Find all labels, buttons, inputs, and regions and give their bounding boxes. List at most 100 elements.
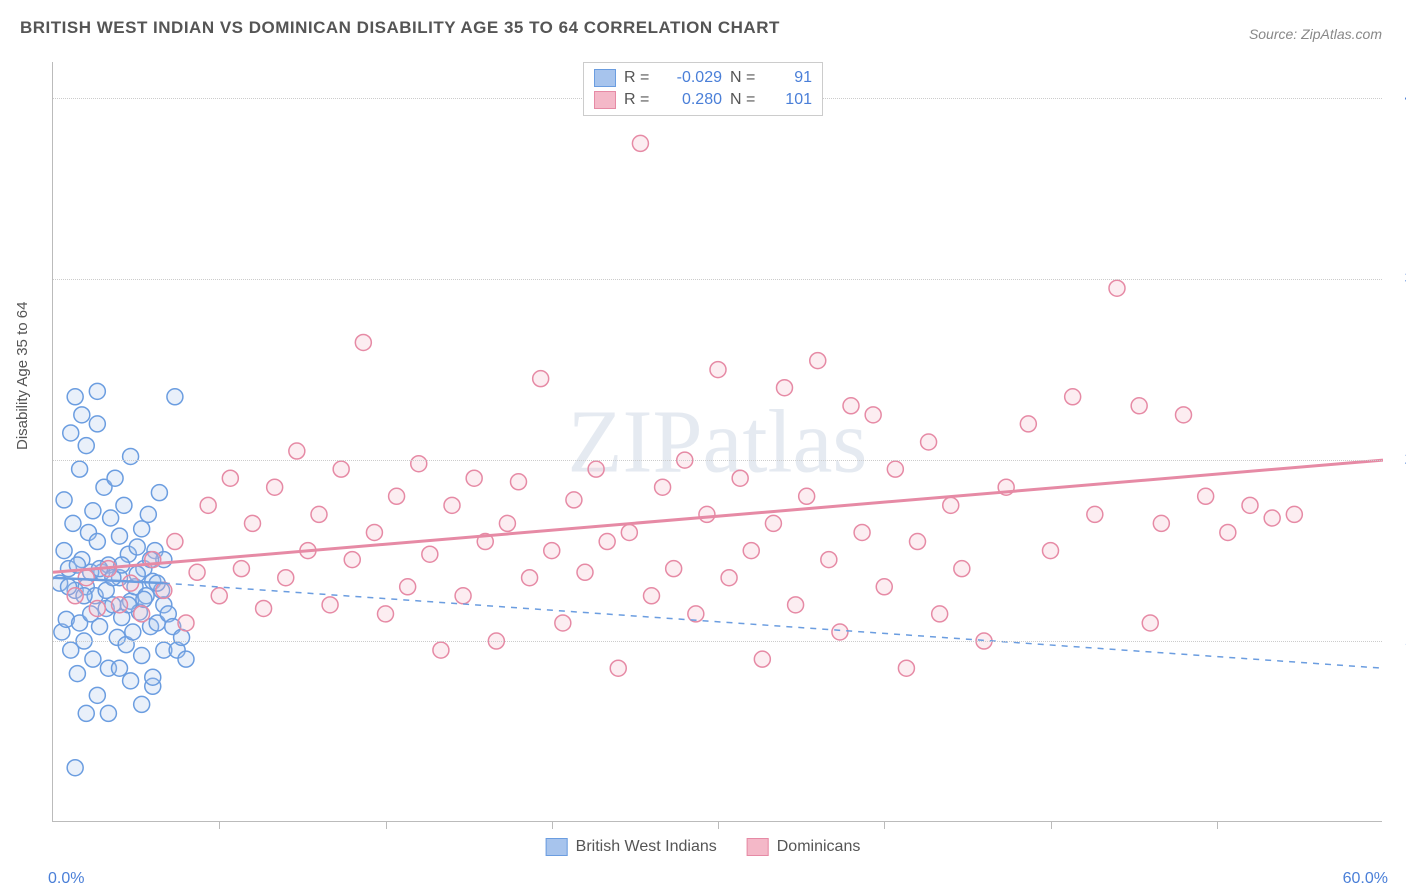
data-point: [854, 524, 870, 540]
data-point: [865, 407, 881, 423]
x-tick: [884, 821, 885, 829]
data-point: [366, 524, 382, 540]
legend-label: Dominicans: [777, 838, 861, 856]
data-point: [1142, 615, 1158, 631]
data-point: [167, 389, 183, 405]
stat-n-value: 101: [772, 91, 812, 109]
stat-r-label: R =: [624, 91, 654, 109]
gridline: [53, 460, 1382, 461]
data-point: [1176, 407, 1192, 423]
data-point: [89, 687, 105, 703]
data-point: [1153, 515, 1169, 531]
data-point: [754, 651, 770, 667]
data-point: [85, 651, 101, 667]
data-point: [932, 606, 948, 622]
data-point: [112, 528, 128, 544]
data-point: [1020, 416, 1036, 432]
stat-n-label: N =: [730, 91, 764, 109]
data-point: [174, 629, 190, 645]
data-point: [655, 479, 671, 495]
data-point: [134, 696, 150, 712]
data-point: [555, 615, 571, 631]
data-point: [621, 524, 637, 540]
data-point: [389, 488, 405, 504]
data-point: [89, 416, 105, 432]
stat-r-value: -0.029: [662, 69, 722, 87]
data-point: [1198, 488, 1214, 504]
data-point: [743, 543, 759, 559]
data-point: [178, 615, 194, 631]
data-point: [112, 660, 128, 676]
data-point: [843, 398, 859, 414]
data-point: [533, 371, 549, 387]
data-point: [103, 510, 119, 526]
data-point: [151, 485, 167, 501]
stat-row: R = 0.280 N = 101: [590, 89, 816, 111]
chart-title: BRITISH WEST INDIAN VS DOMINICAN DISABIL…: [20, 18, 780, 38]
legend: British West IndiansDominicans: [546, 838, 861, 856]
data-point: [134, 521, 150, 537]
data-point: [721, 570, 737, 586]
data-point: [832, 624, 848, 640]
data-point: [67, 760, 83, 776]
data-point: [156, 582, 172, 598]
gridline: [53, 641, 1382, 642]
data-point: [178, 651, 194, 667]
data-point: [129, 539, 145, 555]
data-point: [466, 470, 482, 486]
data-point: [1087, 506, 1103, 522]
x-tick: [1051, 821, 1052, 829]
stat-r-value: 0.280: [662, 91, 722, 109]
data-point: [233, 561, 249, 577]
series-swatch: [594, 69, 616, 87]
data-point: [1242, 497, 1258, 513]
x-axis-min-label: 0.0%: [48, 870, 84, 888]
data-point: [333, 461, 349, 477]
data-point: [632, 135, 648, 151]
data-point: [211, 588, 227, 604]
data-point: [69, 666, 85, 682]
data-point: [123, 448, 139, 464]
data-point: [134, 648, 150, 664]
stat-row: R =-0.029N =91: [590, 67, 816, 89]
data-point: [400, 579, 416, 595]
data-point: [943, 497, 959, 513]
x-tick: [386, 821, 387, 829]
data-point: [887, 461, 903, 477]
data-point: [799, 488, 815, 504]
data-point: [921, 434, 937, 450]
data-point: [67, 389, 83, 405]
data-point: [63, 425, 79, 441]
data-point: [566, 492, 582, 508]
x-tick: [552, 821, 553, 829]
stat-r-label: R =: [624, 69, 654, 87]
y-axis-label: Disability Age 35 to 64: [14, 302, 31, 450]
data-point: [123, 673, 139, 689]
data-point: [289, 443, 305, 459]
data-point: [125, 624, 141, 640]
data-point: [810, 353, 826, 369]
data-point: [644, 588, 660, 604]
chart-plot-area: ZIPatlas 10.0%20.0%30.0%40.0%: [52, 62, 1382, 822]
data-point: [222, 470, 238, 486]
data-point: [788, 597, 804, 613]
data-point: [140, 506, 156, 522]
data-point: [85, 503, 101, 519]
data-point: [898, 660, 914, 676]
data-point: [411, 456, 427, 472]
data-point: [136, 591, 152, 607]
series-swatch: [594, 91, 616, 109]
data-point: [256, 600, 272, 616]
scatter-plot-svg: [53, 62, 1383, 822]
stat-n-value: 91: [772, 69, 812, 87]
data-point: [278, 570, 294, 586]
data-point: [74, 407, 90, 423]
data-point: [56, 543, 72, 559]
data-point: [355, 334, 371, 350]
data-point: [145, 669, 161, 685]
data-point: [245, 515, 261, 531]
data-point: [666, 561, 682, 577]
legend-swatch: [546, 838, 568, 856]
x-tick: [1217, 821, 1218, 829]
source-attribution: Source: ZipAtlas.com: [1249, 26, 1382, 42]
